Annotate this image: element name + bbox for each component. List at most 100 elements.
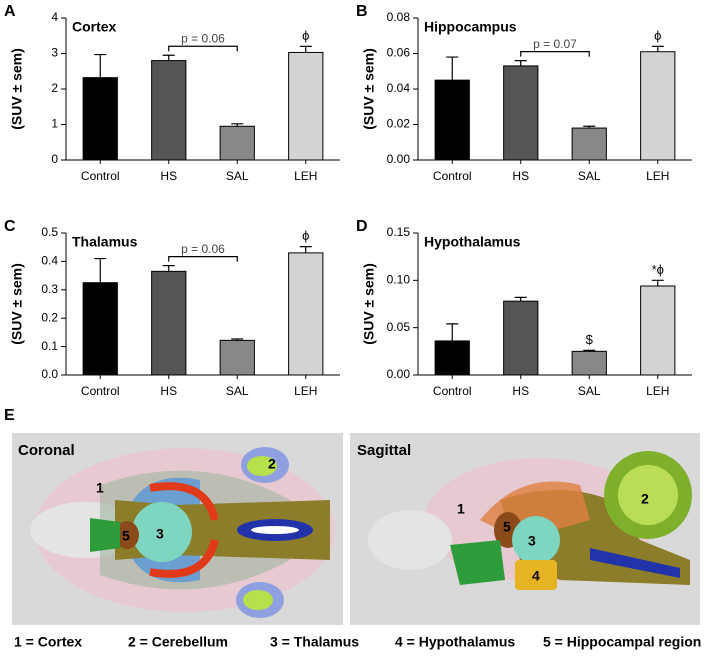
error-bar (299, 246, 312, 253)
region-number: 1 (457, 501, 465, 517)
y-tick-label: 0.0 (41, 367, 58, 381)
significance-marker: $ (586, 332, 594, 347)
y-tick-label: 0 (51, 152, 58, 166)
ventricle-shape (251, 526, 299, 534)
bracket (168, 256, 238, 262)
significance-marker: ϕ (302, 28, 309, 43)
bar (434, 79, 470, 161)
y-tick-label: 0.4 (41, 254, 58, 268)
significance-marker: ϕ (654, 28, 661, 43)
hypothalamus-shape (515, 560, 557, 590)
bar (571, 350, 607, 376)
y-tick-label: 2 (51, 81, 58, 95)
error-bar (162, 265, 175, 272)
y-tick-label: 0.2 (41, 310, 58, 324)
hippocampus-shape (115, 521, 139, 549)
bracket (168, 45, 238, 52)
bar (571, 127, 607, 161)
bar (151, 270, 187, 376)
x-tick-label: HS (160, 384, 177, 398)
region-number: 5 (122, 528, 130, 544)
legend-item: 5 = Hippocampal region (543, 634, 701, 650)
region-number: 2 (268, 456, 276, 472)
x-tick-label: HS (512, 384, 529, 398)
y-tick-label: 0.06 (387, 46, 411, 60)
cerebellum-shape (618, 465, 678, 525)
bar-chart: A (SUV ± sem) Cortex 0 1 2 3 4 Control HS SAL LEH ϕ p… (4, 3, 340, 183)
y-tick-label: 0.3 (41, 282, 58, 296)
legend-item: 3 = Thalamus (270, 634, 359, 650)
significance-marker: ϕ (302, 228, 309, 243)
panel-letter: C (4, 218, 16, 235)
bracket (520, 51, 590, 57)
y-tick-label: 3 (51, 46, 58, 60)
y-tick-label: 0.1 (41, 339, 58, 353)
y-tick-label: 0.10 (387, 273, 411, 287)
panel-letter: B (356, 3, 368, 20)
x-tick-label: SAL (578, 384, 601, 398)
region-shape (149, 538, 219, 578)
y-tick-label: 0.00 (387, 152, 411, 166)
chart-title: Thalamus (72, 234, 138, 250)
x-tick-label: HS (512, 169, 529, 183)
panel-e: E Coronal 1 2 3 5 (4, 407, 701, 649)
bar-chart: D (SUV ± sem) Hypothalamus 0.00 0.05 0.10 0.15… (356, 218, 692, 398)
x-tick-label: LEH (646, 169, 669, 183)
region-number: 5 (503, 519, 511, 535)
region-shape (450, 540, 505, 585)
y-tick-label: 0.02 (387, 117, 411, 131)
error-bar (583, 125, 596, 129)
error-bar (162, 54, 175, 61)
region-legend: 1 = Cortex 2 = Cerebellum 3 = Thalamus 4… (14, 634, 701, 650)
region-number: 3 (156, 526, 164, 542)
bar-chart: B (SUV ± sem) Hippocampus 0.00 0.02 0.04 0.06 0… (356, 3, 692, 183)
region-number: 1 (96, 480, 104, 496)
bar (151, 60, 187, 161)
error-bar (514, 60, 527, 66)
x-tick-label: LEH (294, 384, 317, 398)
x-tick-label: LEH (646, 384, 669, 398)
region-shape (90, 518, 120, 552)
x-tick-label: Control (433, 169, 472, 183)
error-bar (299, 45, 312, 53)
bar (640, 285, 676, 376)
region-shape (590, 548, 680, 578)
region-number: 2 (641, 491, 649, 507)
panel-letter: D (356, 218, 368, 235)
region-number: 3 (528, 533, 536, 549)
image-title: Coronal (18, 442, 75, 459)
y-tick-label: 0.04 (387, 81, 411, 95)
x-tick-label: Control (81, 169, 120, 183)
error-bar (514, 296, 527, 302)
error-bar (446, 323, 459, 341)
y-tick-label: 4 (51, 10, 58, 24)
y-tick-label: 0.00 (387, 367, 411, 381)
error-bar (231, 123, 244, 127)
chart-title: Hypothalamus (424, 234, 521, 250)
charts: A (SUV ± sem) Cortex 0 1 2 3 4 Control HS SAL LEH ϕ p… (4, 3, 692, 398)
bar (288, 51, 324, 161)
bar (503, 65, 539, 161)
panel-letter: E (4, 407, 15, 424)
y-axis-label: (SUV ± sem) (9, 48, 25, 130)
bar (434, 340, 470, 376)
cerebellum-shape (247, 456, 277, 476)
bar (503, 300, 539, 376)
chart-title: Cortex (72, 19, 117, 35)
bar (219, 125, 255, 161)
bracket-label: p = 0.06 (181, 31, 225, 45)
coronal-image: Coronal 1 2 3 5 (18, 442, 335, 618)
error-bar (651, 45, 664, 52)
bar (288, 252, 324, 376)
error-bar (651, 279, 664, 287)
bracket-label: p = 0.07 (533, 37, 577, 51)
cerebellum-shape (243, 590, 273, 610)
error-bar (446, 56, 459, 81)
bracket-label: p = 0.06 (181, 242, 225, 256)
error-bar (231, 338, 244, 341)
olfactory-shape (368, 510, 452, 570)
x-tick-label: SAL (578, 169, 601, 183)
legend-item: 2 = Cerebellum (128, 634, 228, 650)
region-number: 4 (532, 568, 540, 584)
error-bar (583, 349, 596, 352)
